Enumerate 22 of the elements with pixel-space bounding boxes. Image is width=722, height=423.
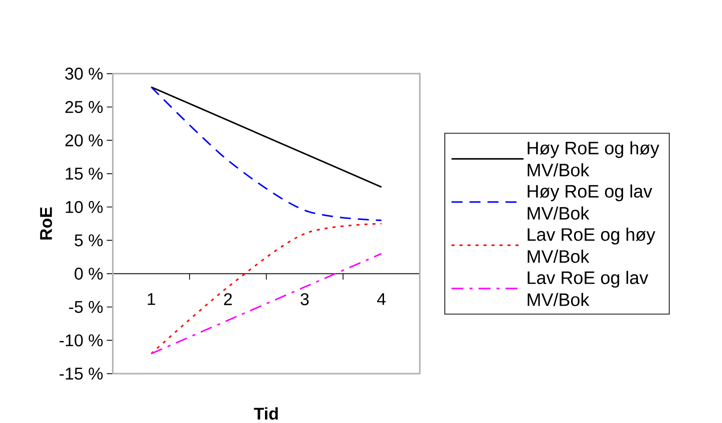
legend-label: Lav RoE og lav MV/Bok — [528, 270, 648, 306]
y-tick-label: 15 % — [66, 168, 103, 180]
legend-label: Høy RoE og høy MV/Bok — [528, 141, 660, 176]
y-tick-label: 10 % — [66, 200, 103, 214]
x-tick-label: 3 — [300, 293, 309, 306]
y-axis-title: RoE — [40, 207, 52, 240]
y-tick-label: -5 % — [69, 301, 103, 313]
x-tick-label: 2 — [224, 293, 232, 306]
line-series — [150, 86, 382, 188]
line-series — [150, 86, 382, 222]
legend-label: Lav RoE og høy MV/Bok — [528, 228, 656, 263]
legend-label: Høy RoE og lav MV/Bok — [528, 184, 652, 220]
y-tick-label: 0 % — [74, 268, 103, 280]
x-tick-label: 1 — [148, 293, 156, 305]
y-tick-label: 5 % — [74, 234, 103, 246]
y-tick-label: -15 % — [60, 368, 103, 380]
y-tick-label: 25 % — [65, 100, 103, 114]
y-tick-label: -10 % — [60, 334, 103, 346]
x-tick-label: 4 — [377, 293, 386, 305]
y-tick-label: 20 % — [65, 134, 103, 146]
y-tick-label: 30 % — [65, 68, 103, 80]
x-axis-title: Tid — [254, 407, 278, 420]
